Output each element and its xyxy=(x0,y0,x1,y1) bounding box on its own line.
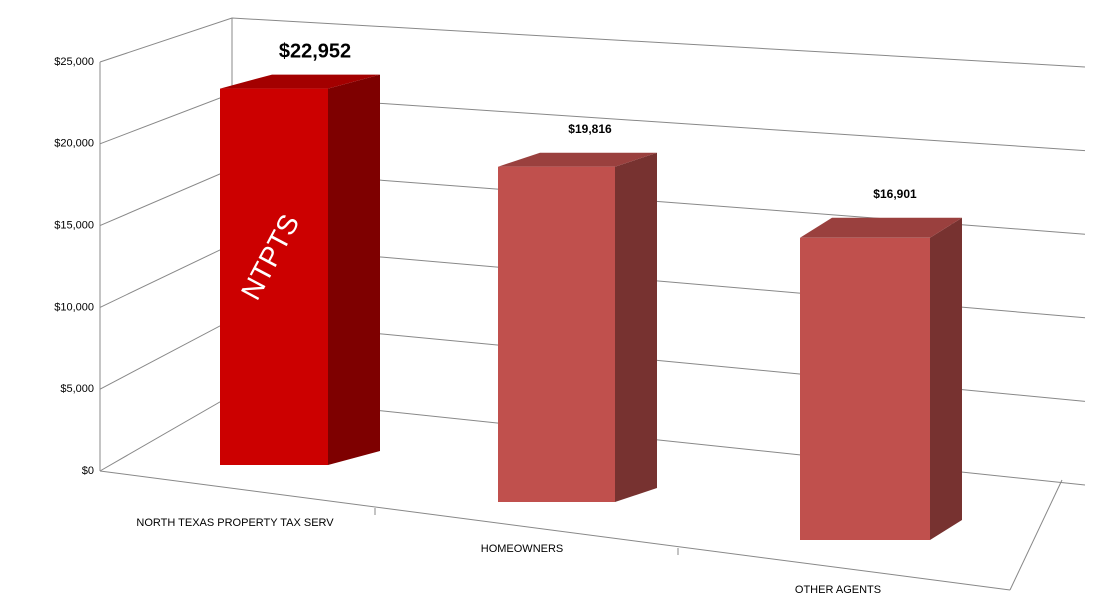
x-tick-label: NORTH TEXAS PROPERTY TAX SERV xyxy=(136,517,334,529)
bar-side xyxy=(328,74,380,466)
grid-line xyxy=(99,17,1086,68)
y-tick-label: $0 xyxy=(82,465,94,477)
x-tick-label: OTHER AGENTS xyxy=(795,584,881,596)
y-tick-label: $25,000 xyxy=(54,56,94,68)
y-tick-label: $5,000 xyxy=(60,383,94,395)
y-tick-label: $15,000 xyxy=(54,220,94,232)
bar-side xyxy=(615,152,657,502)
bar-side xyxy=(930,217,962,540)
bar-top xyxy=(498,152,657,167)
data-label: $19,816 xyxy=(568,122,612,136)
y-tick-label: $20,000 xyxy=(54,138,94,150)
floor-right-edge xyxy=(1009,479,1063,591)
floor-front-edge xyxy=(99,470,1011,591)
data-label: $16,901 xyxy=(873,187,917,201)
bar xyxy=(800,237,930,540)
bar xyxy=(220,88,328,466)
y-tick-label: $10,000 xyxy=(54,301,94,313)
bar-top xyxy=(220,74,380,89)
bar xyxy=(498,166,615,502)
x-tick-label: HOMEOWNERS xyxy=(481,543,564,555)
data-label: $22,952 xyxy=(279,40,351,62)
bar-top xyxy=(800,217,962,238)
